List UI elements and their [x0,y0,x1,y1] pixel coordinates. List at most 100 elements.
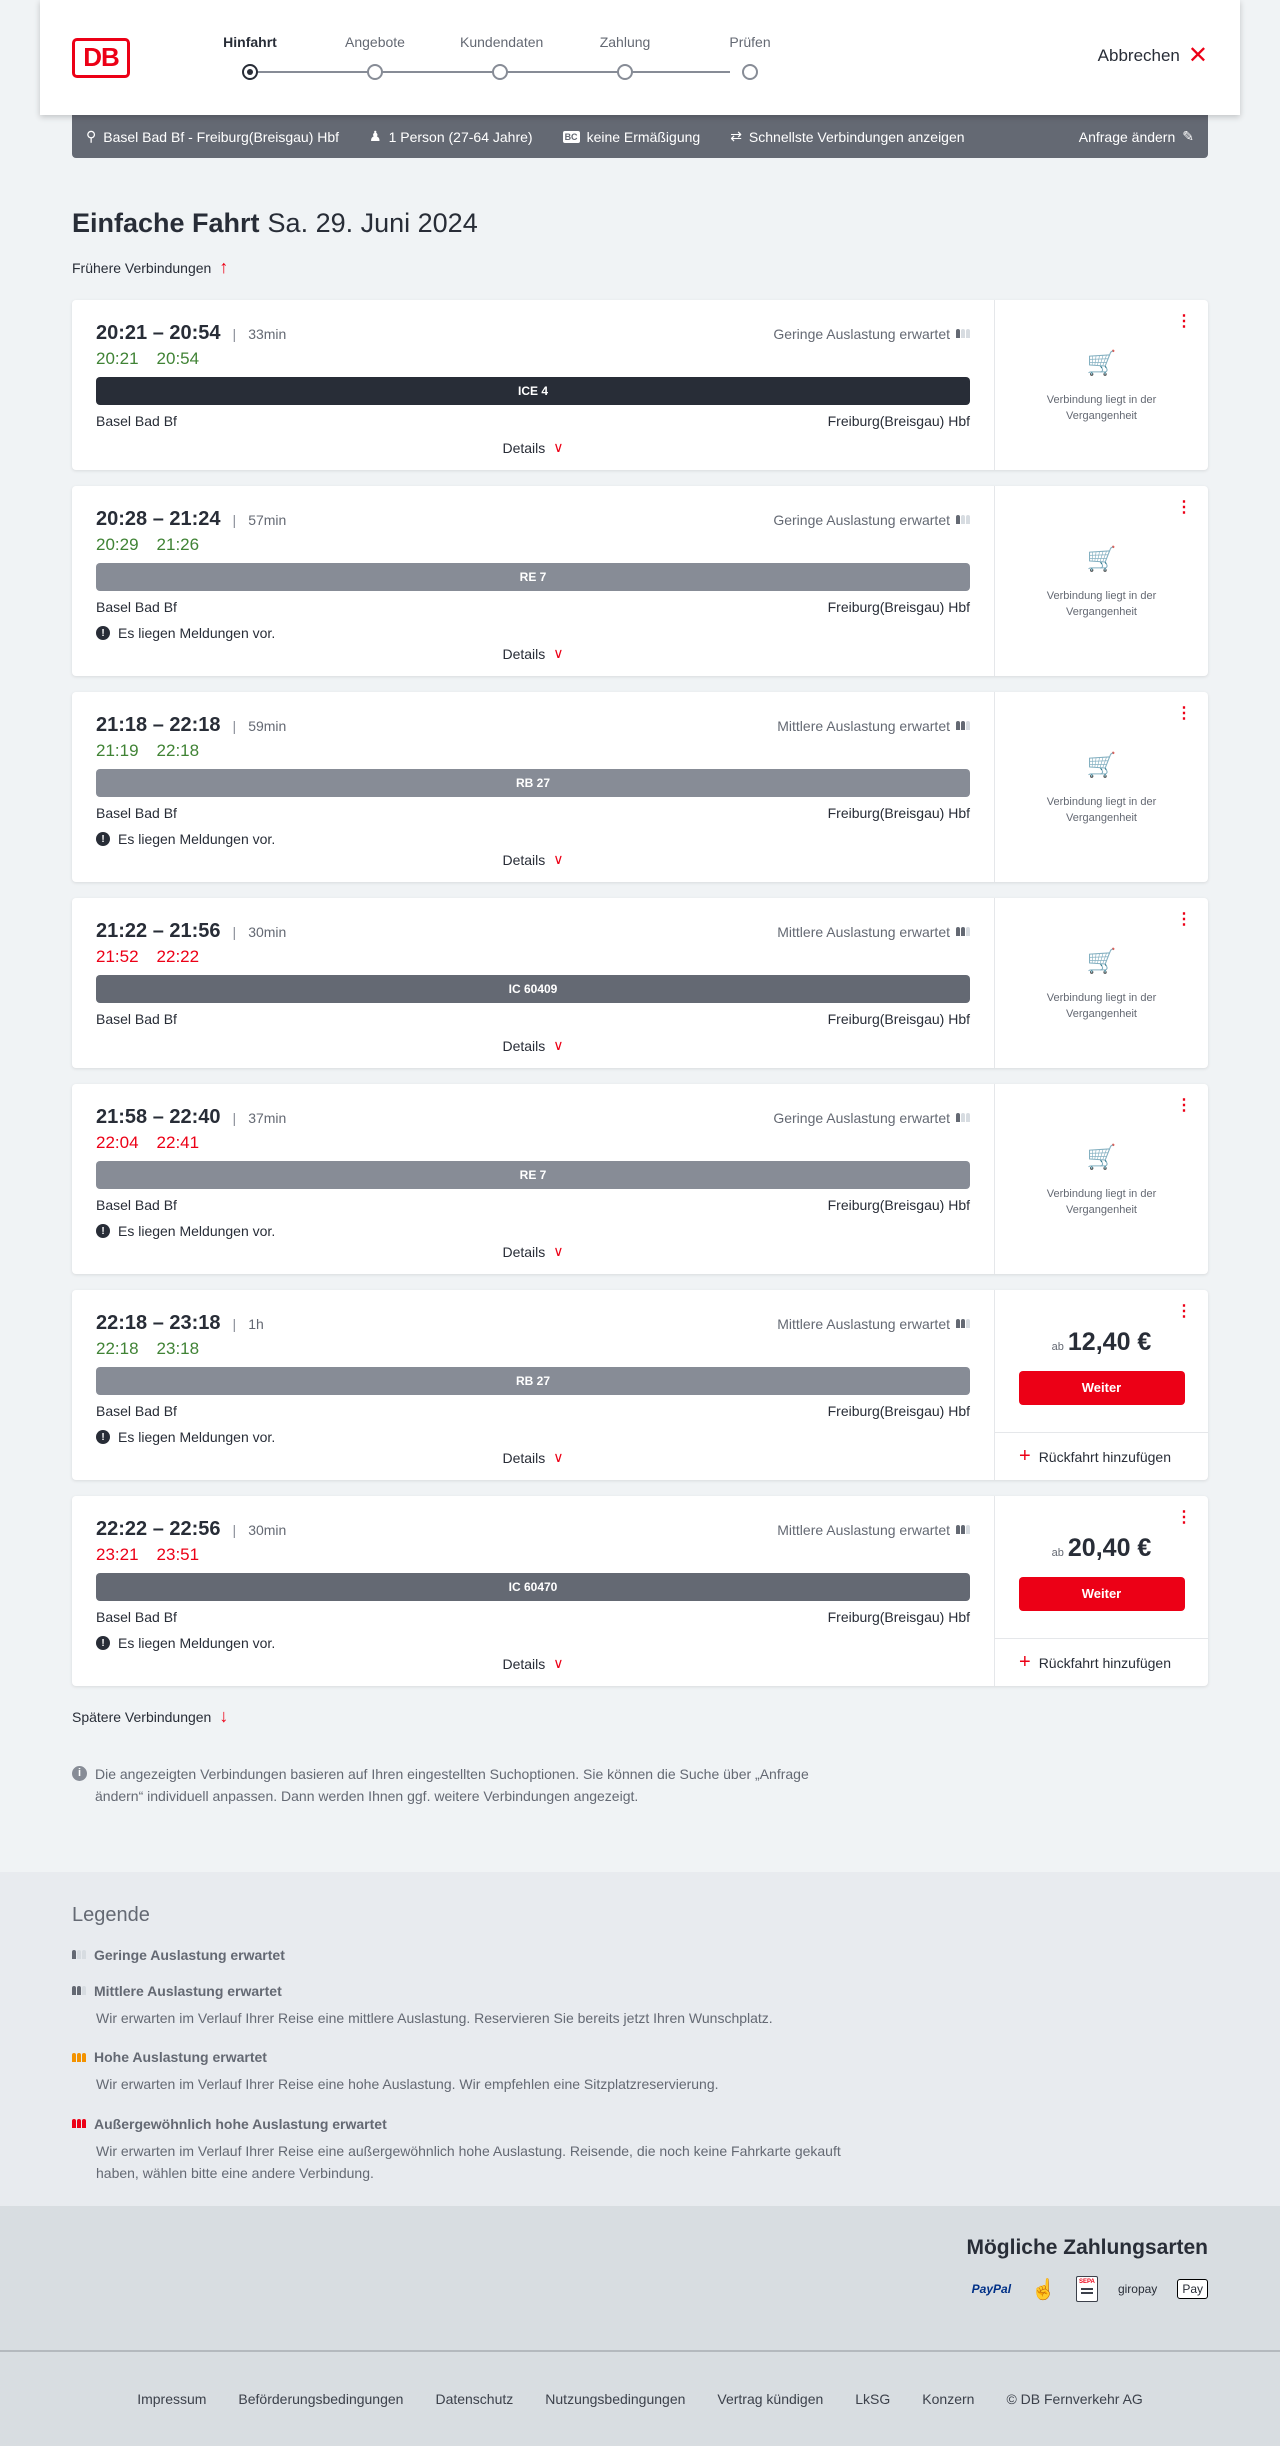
step-angebote: Angebote [335,34,415,80]
occupancy-text: Geringe Auslastung erwartet [773,325,950,342]
origin-station: Basel Bad Bf [96,1609,177,1625]
footer-link[interactable]: LkSG [855,2391,891,2408]
continue-button[interactable]: Weiter [1018,1576,1185,1611]
occupancy-info: Mittlere Auslastung erwartet [777,1316,970,1332]
continue-button[interactable]: Weiter [1018,1370,1185,1405]
payment-section: Mögliche Zahlungsarten PayPal ☝ SEPA gir… [0,2206,1280,2351]
past-connection-text: Verbindung liegt in der Vergangenheit [1046,589,1157,619]
discount-text: keine Ermäßigung [586,128,701,145]
details-toggle[interactable]: Details ∨ [502,1243,563,1260]
realtime-times: 22:18 23:18 [96,1339,970,1359]
details-label: Details [502,645,546,662]
footer-link[interactable]: Konzern [922,2391,975,2408]
train-bar[interactable]: IC 60470 [96,1573,970,1601]
later-connections-link[interactable]: Spätere Verbindungen ↓ [72,1706,1208,1727]
chevron-down-icon: ∨ [553,851,564,867]
origin-station: Basel Bad Bf [96,1197,177,1213]
step-label: Prüfen [729,34,771,50]
train-bar[interactable]: IC 60409 [96,975,970,1003]
more-options-icon[interactable]: ⋮ [1176,911,1192,928]
occupancy-icon [956,329,970,338]
realtime-arrival: 22:41 [156,1133,200,1152]
duration: 33min [248,325,287,342]
connection-card: 22:18 – 23:18 | 1h Mittlere Auslastung erwa… [72,1290,1208,1480]
realtime-times: 20:29 21:26 [96,535,970,555]
scheduled-times: 21:18 – 22:18 [96,714,221,736]
chevron-down-icon: ∨ [553,1449,564,1465]
more-options-icon[interactable]: ⋮ [1176,1097,1192,1114]
earlier-connections-link[interactable]: Frühere Verbindungen ↑ [72,257,1208,278]
scheduled-times: 21:58 – 22:40 [96,1106,221,1128]
footer-link[interactable]: Beförderungsbedingungen [238,2391,404,2408]
more-options-icon[interactable]: ⋮ [1176,1509,1192,1526]
price-prefix: ab [1051,1546,1064,1559]
details-toggle[interactable]: Details ∨ [502,851,563,868]
add-return-trip-button[interactable]: + Rückfahrt hinzufügen [995,1432,1208,1480]
past-connection-text: Verbindung liegt in der Vergangenheit [1046,393,1157,423]
exclamation-icon: ! [96,1430,110,1444]
connection-card: 20:21 – 20:54 | 33min Geringe Auslastung er… [72,300,1208,470]
more-options-icon[interactable]: ⋮ [1176,705,1192,722]
edit-request-button[interactable]: Anfrage ändern ✎ [1079,128,1194,145]
route-info: ⚲ Basel Bad Bf - Freiburg(Breisgau) Hbf [86,128,339,145]
train-bar[interactable]: RE 7 [96,563,970,591]
bahncard-icon: BC [562,130,580,143]
more-options-icon[interactable]: ⋮ [1176,313,1192,330]
plus-icon: + [1019,1651,1031,1673]
discount-info: BC keine Ermäßigung [562,128,701,145]
connection-card: 22:22 – 22:56 | 30min Mittlere Auslastung e… [72,1496,1208,1686]
legend-title: Legende [72,1903,150,1926]
db-logo[interactable]: DB [72,37,130,78]
details-toggle[interactable]: Details ∨ [502,645,563,662]
footer-link[interactable]: Impressum [137,2391,207,2408]
occupancy-text: Mittlere Auslastung erwartet [777,923,950,940]
message-notice: ! Es liegen Meldungen vor. [96,1635,970,1651]
legend-item: Hohe Auslastung erwartet Wir erwarten im … [72,2049,1208,2095]
offer-panel: ⋮ ab 20,40 € Weiter + Rückfahrt hinzufügen [994,1496,1208,1686]
step-pruefen: Prüfen [710,34,790,80]
details-toggle[interactable]: Details ∨ [502,439,563,456]
paypal-icon: PayPal [971,2282,1012,2297]
train-bar[interactable]: RE 7 [96,1161,970,1189]
footer-link[interactable]: Nutzungsbedingungen [545,2391,686,2408]
realtime-departure: 21:19 [96,741,139,760]
add-return-trip-button[interactable]: + Rückfahrt hinzufügen [995,1638,1208,1686]
header: DB Hinfahrt Angebote Kundendaten Zahlung… [40,0,1240,115]
footer-link[interactable]: Vertrag kündigen [717,2391,824,2408]
train-bar[interactable]: RB 27 [96,769,970,797]
message-text: Es liegen Meldungen vor. [118,1429,276,1445]
legend-item-title: Geringe Auslastung erwartet [94,1946,285,1963]
exclamation-icon: ! [96,1224,110,1238]
swap-icon: ⇄ [730,128,742,144]
train-bar[interactable]: RB 27 [96,1367,970,1395]
details-toggle[interactable]: Details ∨ [502,1655,563,1672]
occupancy-icon [956,721,970,730]
route-text: Basel Bad Bf - Freiburg(Breisgau) Hbf [103,128,340,145]
step-dot [617,64,633,80]
more-options-icon[interactable]: ⋮ [1176,499,1192,516]
occupancy-icon [72,1986,86,1996]
origin-station: Basel Bad Bf [96,413,177,429]
search-option-text: Schnellste Verbindungen anzeigen [748,128,965,145]
message-text: Es liegen Meldungen vor. [118,1223,276,1239]
price-prefix: ab [1051,1340,1064,1353]
train-bar[interactable]: ICE 4 [96,377,970,405]
legend-item-title: Hohe Auslastung erwartet [94,2049,267,2066]
connection-list: 20:21 – 20:54 | 33min Geringe Auslastung er… [72,300,1208,1686]
sepa-icon: SEPA [1075,2276,1098,2303]
legend-item-text: Wir erwarten im Verlauf Ihrer Reise eine… [96,2076,719,2093]
details-toggle[interactable]: Details ∨ [502,1449,563,1466]
duration: 30min [248,1521,287,1538]
separator: | [232,1521,237,1538]
footer-link[interactable]: Datenschutz [435,2391,514,2408]
more-options-icon[interactable]: ⋮ [1176,1303,1192,1320]
person-icon: ♟ [369,128,382,144]
arrow-up-icon: ↑ [219,257,229,277]
realtime-arrival: 23:51 [156,1545,200,1564]
offer-panel: ⋮ 🛒 Verbindung liegt in der Vergangenheit [994,486,1208,676]
realtime-departure: 23:21 [96,1545,139,1564]
occupancy-icon [956,515,970,524]
cancel-button[interactable]: Abbrechen ✕ [1098,44,1208,68]
details-toggle[interactable]: Details ∨ [502,1037,563,1054]
realtime-times: 21:52 22:22 [96,947,970,967]
